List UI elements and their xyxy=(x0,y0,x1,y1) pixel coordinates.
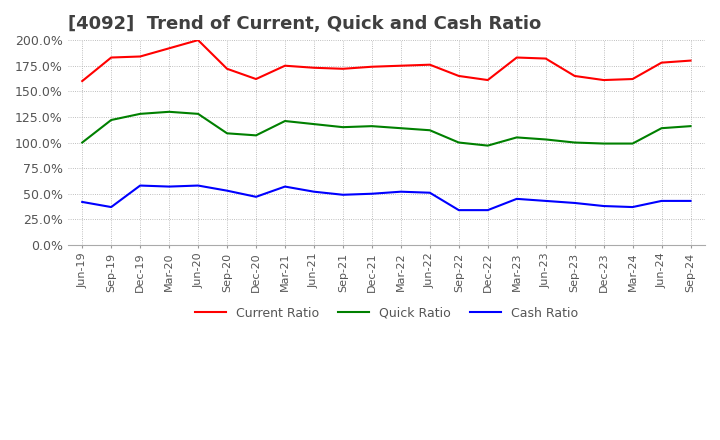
Current Ratio xyxy=(426,62,434,67)
Quick Ratio xyxy=(194,111,202,117)
Quick Ratio xyxy=(629,141,637,146)
Quick Ratio xyxy=(252,133,261,138)
Cash Ratio xyxy=(397,189,405,194)
Quick Ratio xyxy=(513,135,521,140)
Current Ratio xyxy=(107,55,115,60)
Quick Ratio xyxy=(281,118,289,124)
Quick Ratio xyxy=(686,124,695,129)
Current Ratio xyxy=(513,55,521,60)
Quick Ratio xyxy=(397,125,405,131)
Quick Ratio xyxy=(483,143,492,148)
Current Ratio xyxy=(483,77,492,83)
Current Ratio xyxy=(570,73,579,79)
Text: [4092]  Trend of Current, Quick and Cash Ratio: [4092] Trend of Current, Quick and Cash … xyxy=(68,15,541,33)
Cash Ratio xyxy=(222,188,231,193)
Line: Current Ratio: Current Ratio xyxy=(82,40,690,81)
Quick Ratio xyxy=(222,131,231,136)
Cash Ratio xyxy=(165,184,174,189)
Current Ratio xyxy=(165,46,174,51)
Cash Ratio xyxy=(599,203,608,209)
Cash Ratio xyxy=(686,198,695,204)
Cash Ratio xyxy=(454,208,463,213)
Current Ratio xyxy=(252,77,261,82)
Quick Ratio xyxy=(426,128,434,133)
Cash Ratio xyxy=(657,198,666,204)
Current Ratio xyxy=(454,73,463,79)
Quick Ratio xyxy=(657,125,666,131)
Cash Ratio xyxy=(338,192,347,198)
Quick Ratio xyxy=(338,125,347,130)
Quick Ratio xyxy=(368,124,377,129)
Cash Ratio xyxy=(483,208,492,213)
Quick Ratio xyxy=(310,121,318,127)
Quick Ratio xyxy=(570,140,579,145)
Current Ratio xyxy=(194,37,202,43)
Current Ratio xyxy=(368,64,377,70)
Current Ratio xyxy=(657,60,666,65)
Current Ratio xyxy=(599,77,608,83)
Quick Ratio xyxy=(454,140,463,145)
Cash Ratio xyxy=(194,183,202,188)
Cash Ratio xyxy=(368,191,377,196)
Quick Ratio xyxy=(107,117,115,123)
Cash Ratio xyxy=(281,184,289,189)
Current Ratio xyxy=(629,77,637,82)
Current Ratio xyxy=(397,63,405,68)
Cash Ratio xyxy=(629,205,637,210)
Quick Ratio xyxy=(165,109,174,114)
Current Ratio xyxy=(222,66,231,71)
Quick Ratio xyxy=(136,111,145,117)
Quick Ratio xyxy=(541,137,550,142)
Current Ratio xyxy=(686,58,695,63)
Current Ratio xyxy=(541,56,550,61)
Cash Ratio xyxy=(426,190,434,195)
Current Ratio xyxy=(136,54,145,59)
Cash Ratio xyxy=(252,194,261,199)
Current Ratio xyxy=(281,63,289,68)
Cash Ratio xyxy=(107,205,115,210)
Cash Ratio xyxy=(136,183,145,188)
Current Ratio xyxy=(338,66,347,71)
Line: Quick Ratio: Quick Ratio xyxy=(82,112,690,146)
Cash Ratio xyxy=(513,196,521,202)
Quick Ratio xyxy=(599,141,608,146)
Quick Ratio xyxy=(78,140,86,145)
Legend: Current Ratio, Quick Ratio, Cash Ratio: Current Ratio, Quick Ratio, Cash Ratio xyxy=(190,302,583,325)
Current Ratio xyxy=(310,65,318,70)
Cash Ratio xyxy=(310,189,318,194)
Line: Cash Ratio: Cash Ratio xyxy=(82,186,690,210)
Cash Ratio xyxy=(78,199,86,205)
Cash Ratio xyxy=(541,198,550,204)
Cash Ratio xyxy=(570,200,579,205)
Current Ratio xyxy=(78,78,86,84)
